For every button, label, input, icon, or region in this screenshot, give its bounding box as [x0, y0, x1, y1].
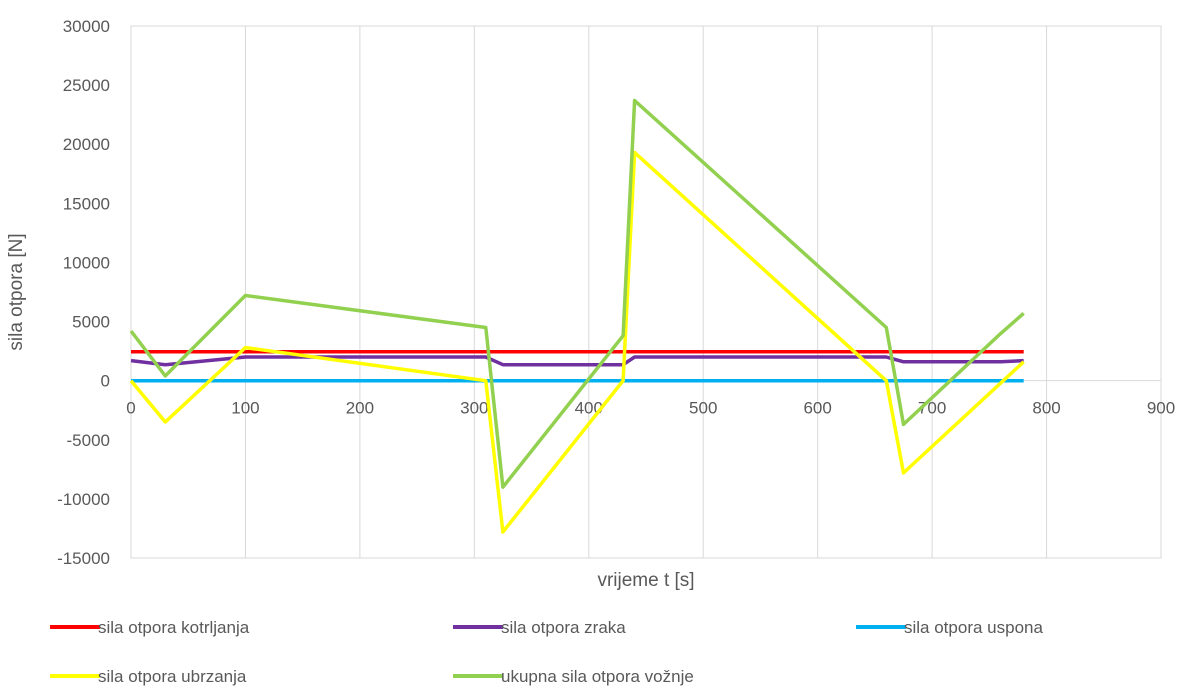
legend-label: sila otpora kotrljanja	[98, 618, 250, 637]
y-tick-label: 25000	[63, 76, 110, 95]
x-tick-label: 900	[1147, 399, 1175, 418]
y-tick-labels: -15000 -10000 -5000 0 5000 10000 15000 20000 250…	[57, 17, 110, 568]
x-tick-label: 300	[460, 399, 488, 418]
series-line-5	[129, 98, 1025, 489]
y-tick-label: -10000	[57, 490, 110, 509]
x-tick-label: 200	[346, 399, 374, 418]
x-tick-label: 600	[803, 399, 831, 418]
x-tick-label: 0	[126, 399, 135, 418]
legend-label: sila otpora uspona	[904, 618, 1043, 637]
y-tick-label: -15000	[57, 549, 110, 568]
y-tick-label: 0	[101, 372, 110, 391]
legend-label: sila otpora ubrzanja	[98, 667, 247, 686]
y-tick-label: 15000	[63, 194, 110, 213]
plot-area	[130, 25, 1162, 559]
y-tick-label: 20000	[63, 135, 110, 154]
x-tick-label: 400	[575, 399, 603, 418]
x-tick-label: 800	[1032, 399, 1060, 418]
y-tick-label: 10000	[63, 253, 110, 272]
x-axis-title: vrijeme t [s]	[597, 570, 694, 591]
y-tick-label: 30000	[63, 17, 110, 36]
y-tick-label: -5000	[67, 431, 110, 450]
gridlines	[244, 26, 1048, 558]
x-tick-label: 100	[231, 399, 259, 418]
legend: sila otpora kotrljanja sila otpora zraka s…	[50, 618, 1043, 686]
x-tick-label: 500	[689, 399, 717, 418]
y-axis-title: sila otpora [N]	[6, 233, 27, 350]
legend-label: ukupna sila otpora vožnje	[501, 667, 694, 686]
legend-label: sila otpora zraka	[501, 618, 626, 637]
series-line-4	[129, 150, 1025, 534]
series-lines	[129, 98, 1025, 534]
x-tick-labels: 0 100 200 300 400 500 600 700 800 900	[126, 399, 1175, 418]
y-tick-label: 5000	[72, 313, 110, 332]
